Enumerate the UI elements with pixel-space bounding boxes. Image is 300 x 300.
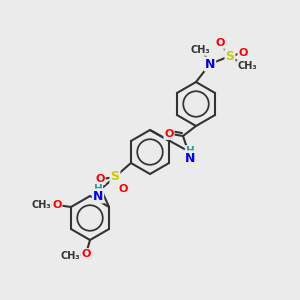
- Text: CH₃: CH₃: [60, 251, 80, 261]
- Text: S: S: [110, 170, 119, 184]
- Text: N: N: [93, 190, 103, 202]
- Text: CH₃: CH₃: [31, 200, 51, 210]
- Text: S: S: [226, 50, 235, 62]
- Text: O: O: [118, 184, 128, 194]
- Text: O: O: [238, 48, 248, 58]
- Text: O: O: [52, 200, 62, 210]
- Text: H: H: [186, 146, 194, 156]
- Text: O: O: [81, 249, 91, 259]
- Text: O: O: [215, 38, 225, 48]
- Text: CH₃: CH₃: [190, 45, 210, 55]
- Text: O: O: [95, 174, 105, 184]
- Text: H: H: [94, 184, 102, 194]
- Text: N: N: [185, 152, 195, 164]
- Text: O: O: [164, 129, 174, 139]
- Text: CH₃: CH₃: [237, 61, 257, 71]
- Text: N: N: [205, 58, 215, 70]
